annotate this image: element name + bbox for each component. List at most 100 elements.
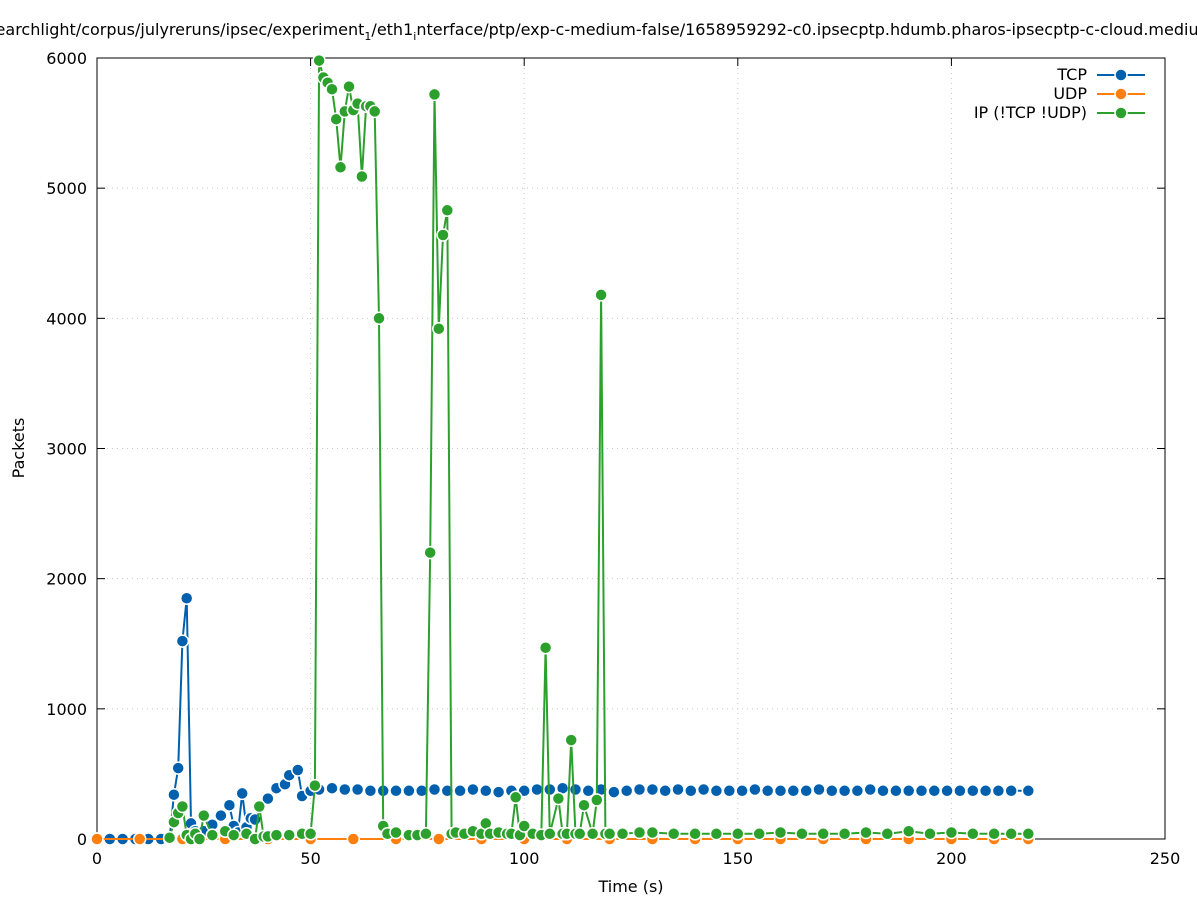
data-point bbox=[179, 591, 194, 605]
data-point bbox=[342, 79, 356, 94]
data-point bbox=[338, 782, 352, 797]
chart-title: /searchlight/corpus/julyreruns/ipsec/exp… bbox=[0, 20, 1197, 43]
data-point bbox=[901, 824, 916, 838]
data-point bbox=[991, 784, 1006, 798]
data-point bbox=[735, 784, 749, 798]
data-point bbox=[90, 832, 104, 846]
data-series bbox=[90, 53, 1036, 846]
data-point bbox=[414, 784, 429, 798]
data-point bbox=[825, 784, 839, 798]
data-point bbox=[355, 169, 369, 184]
data-point bbox=[432, 832, 446, 846]
data-point bbox=[709, 827, 724, 841]
data-point bbox=[645, 782, 660, 797]
data-point bbox=[863, 782, 877, 797]
data-point bbox=[607, 785, 621, 799]
data-point bbox=[423, 545, 437, 560]
data-point bbox=[1004, 827, 1018, 841]
data-point bbox=[940, 784, 954, 798]
data-point bbox=[795, 827, 809, 841]
data-point bbox=[816, 827, 830, 841]
data-point bbox=[333, 160, 348, 175]
data-point bbox=[752, 827, 766, 841]
data-point bbox=[162, 830, 177, 845]
data-point bbox=[205, 828, 220, 842]
data-point bbox=[564, 733, 578, 747]
legend-label: UDP bbox=[1053, 84, 1087, 103]
data-point bbox=[773, 784, 788, 798]
series-0 bbox=[90, 591, 1036, 846]
data-point bbox=[799, 784, 813, 798]
y-tick-label: 2000 bbox=[46, 570, 87, 589]
data-point bbox=[944, 825, 959, 840]
y-tick-label: 4000 bbox=[46, 309, 87, 328]
data-point bbox=[269, 828, 284, 842]
data-point bbox=[671, 782, 685, 797]
data-point bbox=[175, 634, 190, 648]
data-point bbox=[880, 827, 895, 841]
data-point bbox=[363, 784, 378, 798]
legend-swatch-marker bbox=[1114, 87, 1128, 101]
x-tick-label: 200 bbox=[936, 849, 967, 868]
x-tick-label: 0 bbox=[92, 849, 102, 868]
data-point bbox=[1021, 784, 1036, 798]
data-point bbox=[812, 782, 826, 797]
data-point bbox=[850, 784, 865, 798]
data-point bbox=[658, 784, 672, 798]
data-point bbox=[132, 832, 147, 846]
y-tick-label: 1000 bbox=[46, 700, 87, 719]
data-point bbox=[389, 784, 403, 798]
series-2 bbox=[162, 53, 1036, 846]
y-tick-label: 6000 bbox=[46, 49, 87, 68]
data-point bbox=[709, 784, 724, 798]
data-point bbox=[175, 799, 190, 814]
data-point bbox=[226, 828, 241, 842]
data-point bbox=[901, 784, 916, 798]
data-point bbox=[252, 799, 267, 814]
data-point bbox=[876, 784, 890, 798]
data-point bbox=[325, 82, 339, 96]
data-point bbox=[427, 782, 442, 797]
data-point bbox=[508, 790, 523, 805]
data-point bbox=[987, 827, 1001, 841]
data-point bbox=[538, 640, 553, 655]
data-point bbox=[786, 784, 801, 798]
data-point bbox=[419, 827, 433, 841]
data-point bbox=[329, 112, 343, 126]
data-point bbox=[632, 825, 647, 840]
grid-lines bbox=[97, 58, 1165, 839]
y-tick-label: 5000 bbox=[46, 179, 87, 198]
data-point bbox=[517, 819, 531, 833]
axis-ticks: 0 1000 2000 3000 4000 5000 6000 0 50 100 150 200 250 bbox=[46, 49, 1180, 868]
data-point bbox=[235, 786, 249, 801]
data-point bbox=[192, 832, 207, 846]
series-line bbox=[168, 60, 1029, 842]
x-tick-label: 100 bbox=[509, 849, 540, 868]
data-point bbox=[602, 827, 617, 841]
legend-label: IP (!TCP !UDP) bbox=[974, 103, 1087, 122]
data-point bbox=[389, 825, 403, 840]
data-point bbox=[222, 798, 237, 812]
data-point bbox=[372, 311, 386, 326]
data-point bbox=[248, 812, 262, 827]
legend-swatch-marker bbox=[1114, 68, 1128, 82]
data-point bbox=[572, 827, 587, 841]
data-point bbox=[440, 203, 455, 218]
data-point bbox=[346, 832, 361, 846]
data-point bbox=[978, 784, 993, 798]
data-point bbox=[889, 784, 903, 798]
y-tick-label: 3000 bbox=[46, 440, 87, 459]
data-point bbox=[466, 782, 480, 797]
data-point bbox=[312, 53, 326, 68]
data-point bbox=[325, 781, 339, 795]
x-axis-label: Time (s) bbox=[597, 877, 663, 896]
data-point bbox=[837, 784, 852, 798]
data-point bbox=[479, 784, 493, 798]
data-point bbox=[1004, 784, 1018, 798]
data-point bbox=[590, 793, 604, 807]
data-point bbox=[773, 825, 788, 840]
data-point bbox=[615, 827, 630, 841]
data-point bbox=[543, 827, 557, 841]
x-tick-label: 250 bbox=[1150, 849, 1181, 868]
